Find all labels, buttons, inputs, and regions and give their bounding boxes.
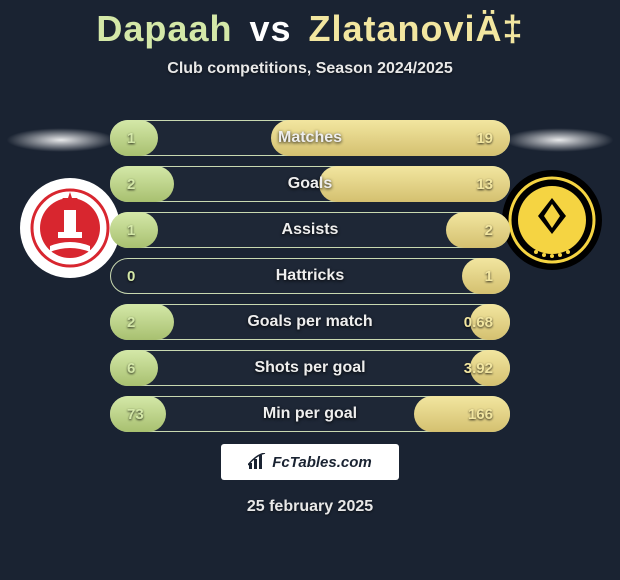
stat-value-left: 73 bbox=[111, 406, 171, 423]
shadow-left bbox=[6, 128, 116, 152]
stat-label: Hattricks bbox=[171, 267, 449, 285]
chart-icon bbox=[248, 453, 266, 471]
comparison-title: Dapaah vs ZlatanoviÄ‡ bbox=[0, 0, 620, 50]
stat-value-right: 1 bbox=[449, 268, 509, 285]
subtitle: Club competitions, Season 2024/2025 bbox=[0, 60, 620, 78]
stat-label: Min per goal bbox=[171, 405, 449, 423]
stat-value-right: 19 bbox=[449, 130, 509, 147]
comparison-date: 25 february 2025 bbox=[0, 498, 620, 516]
stat-label: Goals per match bbox=[171, 313, 449, 331]
stat-row: 1Assists2 bbox=[110, 212, 510, 248]
stat-value-left: 0 bbox=[111, 268, 171, 285]
stat-content: 2Goals13 bbox=[111, 175, 509, 193]
stat-value-left: 6 bbox=[111, 360, 171, 377]
stat-row: 6Shots per goal3.92 bbox=[110, 350, 510, 386]
club-badge-left bbox=[20, 178, 120, 278]
stat-content: 2Goals per match0.68 bbox=[111, 313, 509, 331]
stat-content: 0Hattricks1 bbox=[111, 267, 509, 285]
stat-value-left: 2 bbox=[111, 314, 171, 331]
stat-value-right: 2 bbox=[449, 222, 509, 239]
stat-value-left: 2 bbox=[111, 176, 171, 193]
club-logo-left-icon bbox=[30, 188, 110, 268]
stat-value-right: 13 bbox=[449, 176, 509, 193]
logo-text: FcTables.com bbox=[272, 454, 371, 471]
stat-label: Matches bbox=[171, 129, 449, 147]
stat-row: 2Goals13 bbox=[110, 166, 510, 202]
stat-label: Goals bbox=[171, 175, 449, 193]
stat-value-left: 1 bbox=[111, 222, 171, 239]
club-badge-right bbox=[502, 170, 602, 270]
shadow-right bbox=[504, 128, 614, 152]
fctables-logo: FcTables.com bbox=[221, 444, 399, 480]
stat-value-right: 0.68 bbox=[449, 314, 509, 331]
stat-value-right: 3.92 bbox=[449, 360, 509, 377]
stats-list: 1Matches192Goals131Assists20Hattricks12G… bbox=[110, 120, 510, 442]
player1-name: Dapaah bbox=[96, 8, 232, 49]
stat-content: 1Matches19 bbox=[111, 129, 509, 147]
stat-content: 1Assists2 bbox=[111, 221, 509, 239]
stat-row: 1Matches19 bbox=[110, 120, 510, 156]
stat-label: Shots per goal bbox=[171, 359, 449, 377]
stat-content: 73Min per goal166 bbox=[111, 405, 509, 423]
stat-label: Assists bbox=[171, 221, 449, 239]
stat-row: 0Hattricks1 bbox=[110, 258, 510, 294]
stat-value-left: 1 bbox=[111, 130, 171, 147]
player2-name: ZlatanoviÄ‡ bbox=[309, 8, 524, 49]
club-logo-right-icon bbox=[508, 176, 596, 264]
stat-row: 73Min per goal166 bbox=[110, 396, 510, 432]
stat-content: 6Shots per goal3.92 bbox=[111, 359, 509, 377]
stat-value-right: 166 bbox=[449, 406, 509, 423]
vs-text: vs bbox=[243, 8, 297, 49]
stat-row: 2Goals per match0.68 bbox=[110, 304, 510, 340]
